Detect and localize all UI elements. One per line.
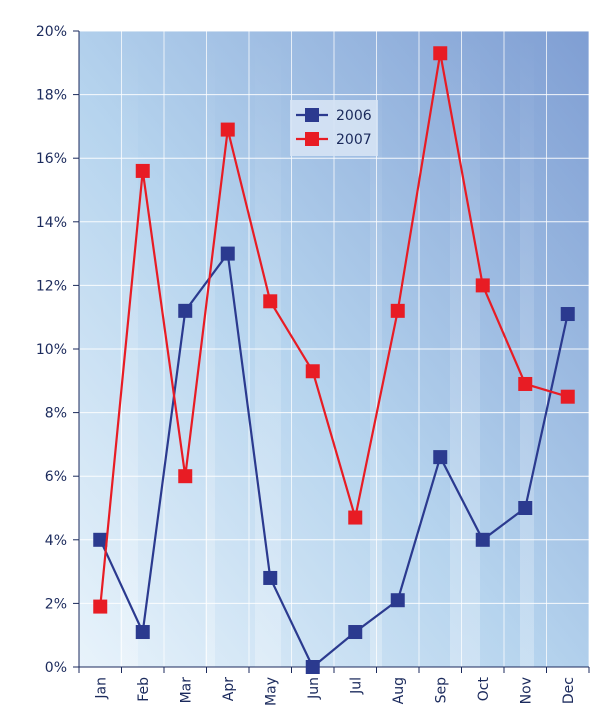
x-tick-label: Nov bbox=[518, 677, 534, 704]
data-point-marker bbox=[263, 294, 278, 309]
y-tick-label: 20% bbox=[36, 24, 67, 40]
legend-marker bbox=[305, 108, 319, 122]
data-point-marker bbox=[433, 450, 448, 465]
data-point-marker bbox=[433, 46, 448, 61]
y-tick-label: 18% bbox=[36, 88, 67, 104]
x-tick-label: Jun bbox=[306, 677, 322, 700]
legend-label: 2006 bbox=[336, 108, 372, 124]
data-point-marker bbox=[305, 364, 320, 379]
legend-marker bbox=[305, 132, 319, 146]
data-point-marker bbox=[220, 246, 235, 261]
x-tick-label: Jul bbox=[348, 677, 364, 695]
legend-label: 2007 bbox=[336, 132, 372, 148]
y-tick-label: 4% bbox=[45, 533, 67, 549]
x-tick-label: Oct bbox=[476, 677, 492, 702]
series-line bbox=[99, 250, 569, 669]
x-tick-label: Feb bbox=[136, 677, 152, 702]
x-tick-label: Dec bbox=[561, 677, 577, 704]
data-point-marker bbox=[263, 570, 278, 585]
x-tick-label: May bbox=[263, 677, 279, 706]
data-point-marker bbox=[220, 122, 235, 137]
data-point-marker bbox=[390, 593, 405, 608]
series-line bbox=[99, 53, 569, 607]
x-tick-label: Jan bbox=[93, 677, 109, 700]
data-point-marker bbox=[518, 376, 533, 391]
x-tick-label: Sep bbox=[433, 677, 449, 704]
data-point-marker bbox=[390, 303, 405, 318]
data-point-marker bbox=[178, 469, 193, 484]
data-point-marker bbox=[93, 599, 108, 614]
y-tick-label: 2% bbox=[45, 596, 67, 612]
data-point-marker bbox=[475, 278, 490, 293]
legend-box bbox=[290, 100, 378, 156]
x-tick-label: Mar bbox=[178, 677, 194, 704]
y-tick-label: 14% bbox=[36, 215, 67, 231]
data-point-marker bbox=[135, 625, 150, 640]
data-point-marker bbox=[348, 625, 363, 640]
data-point-marker bbox=[348, 510, 363, 525]
data-point-marker bbox=[305, 660, 320, 674]
y-tick-label: 0% bbox=[45, 660, 67, 676]
y-tick-label: 16% bbox=[36, 151, 67, 167]
x-tick-label: Aug bbox=[391, 677, 407, 704]
y-tick-label: 10% bbox=[36, 342, 67, 358]
data-point-marker bbox=[518, 501, 533, 515]
data-point-marker bbox=[178, 303, 193, 318]
data-point-marker bbox=[135, 163, 150, 178]
data-point-marker bbox=[560, 307, 575, 322]
data-point-marker bbox=[93, 532, 108, 547]
y-tick-label: 12% bbox=[36, 278, 67, 294]
y-tick-label: 6% bbox=[45, 469, 67, 485]
data-point-marker bbox=[475, 532, 490, 547]
y-tick-label: 8% bbox=[45, 406, 67, 422]
data-point-marker bbox=[560, 389, 575, 404]
x-tick-label: Apr bbox=[221, 677, 237, 701]
